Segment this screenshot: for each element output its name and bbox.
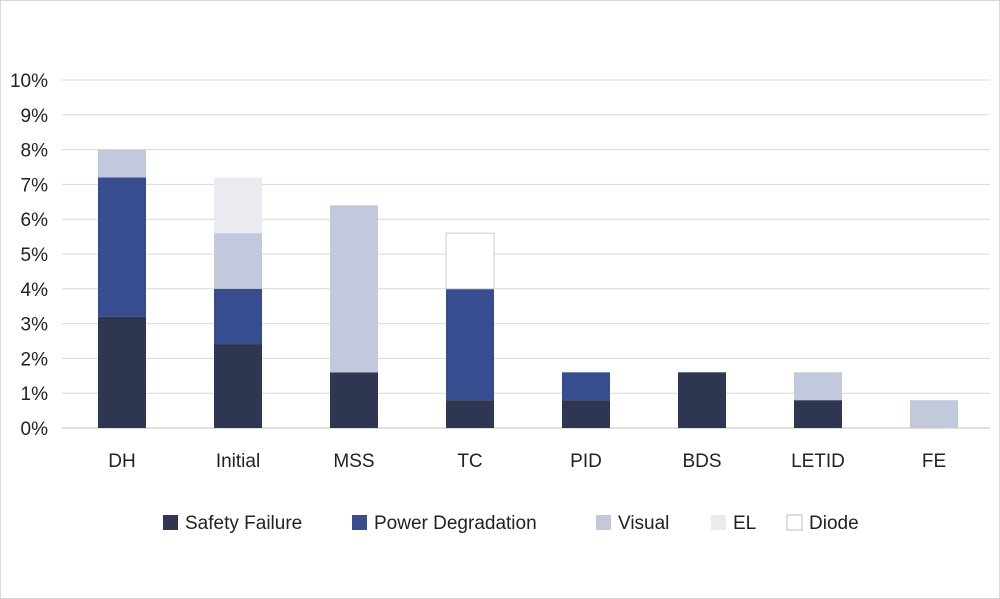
legend-swatch [352,515,367,530]
y-tick-label: 4% [21,280,49,301]
bar-segment-visual [794,372,842,401]
legend-label: Visual [618,513,669,534]
bar-segment-safety-failure [794,400,842,428]
y-tick-label: 10% [10,71,48,92]
legend-swatch [163,515,178,530]
y-tick-label: 1% [21,384,49,405]
bar-segment-visual [330,205,378,373]
legend-label: Power Degradation [374,513,537,534]
y-tick-label: 5% [21,245,49,266]
bar-segment-visual [98,149,146,178]
y-tick-label: 9% [21,106,49,127]
x-category-label: FE [922,451,946,472]
bar-segment-safety-failure [446,400,494,428]
bar-segment-power-degradation [98,177,146,317]
bar-segment-visual [214,233,262,289]
y-tick-label: 3% [21,315,49,336]
legend-swatch [596,515,611,530]
legend: Safety Failure Power Degradation Visual EL D… [163,513,859,534]
gridlines [62,79,990,429]
legend-label: EL [733,513,756,534]
bar-segment-visual [910,400,958,428]
x-category-label: DH [108,451,135,472]
x-category-label: TC [457,451,482,472]
bar-segment-safety-failure [678,372,726,428]
y-tick-label: 8% [21,141,49,162]
bar-segment-el [214,177,262,234]
legend-swatch [711,515,726,530]
legend-label: Safety Failure [185,513,302,534]
bar-segment-safety-failure [330,372,378,428]
bar-segment-diode [445,232,495,290]
legend-swatch [786,514,803,531]
y-tick-label: 6% [21,210,49,231]
bar-segment-power-degradation [214,288,262,345]
bars [98,149,958,428]
bar-segment-power-degradation [562,372,610,401]
y-tick-label: 7% [21,175,49,196]
y-tick-label: 2% [21,349,49,370]
x-category-label: Initial [216,451,260,472]
x-category-label: BDS [682,451,721,472]
x-category-label: MSS [333,451,374,472]
bar-segment-power-degradation [446,288,494,401]
x-axis-categories: DH Initial MSS TC PID BDS LETID FE [108,451,946,472]
legend-label: Diode [809,513,859,534]
bar-segment-safety-failure [98,316,146,428]
bar-segment-safety-failure [214,344,262,428]
y-tick-label: 0% [21,419,49,440]
y-axis-ticks: 0% 1% 2% 3% 4% 5% 6% 7% 8% 9% 10% [10,71,48,440]
x-category-label: PID [570,451,602,472]
x-category-label: LETID [791,451,845,472]
bar-segment-safety-failure [562,400,610,428]
